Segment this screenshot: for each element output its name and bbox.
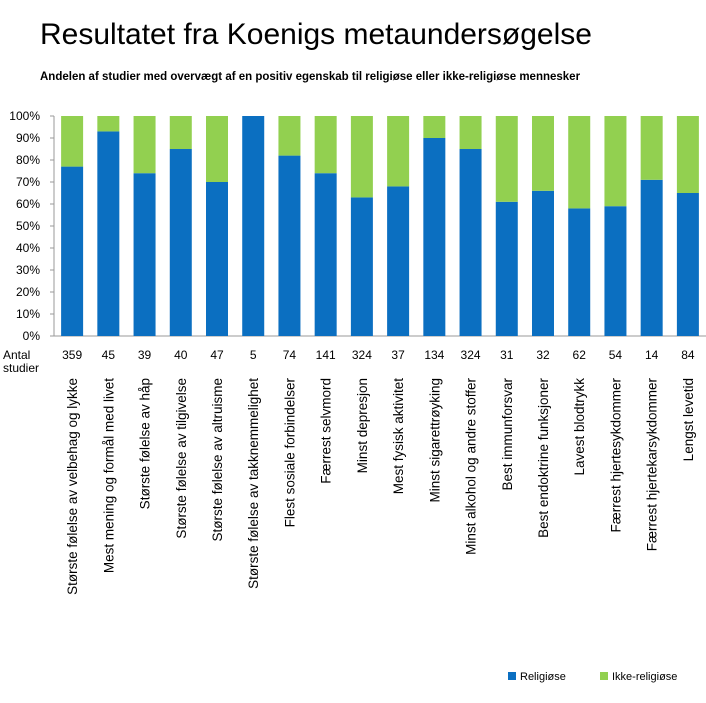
bar-segment [568, 116, 591, 209]
count-value: 32 [536, 348, 550, 362]
count-value: 74 [283, 348, 297, 362]
count-value: 324 [352, 348, 372, 362]
bar-segment [568, 208, 591, 336]
bar-segment [350, 116, 373, 198]
legend-swatch [508, 672, 516, 680]
bar-segment [242, 116, 265, 336]
x-tick-label: Best immunforsvar [500, 377, 515, 490]
bar-segment [387, 186, 410, 336]
x-tick-label: Største følelse av altruisme [210, 378, 225, 542]
bar-segment [61, 166, 84, 336]
y-tick-label: 0% [23, 329, 41, 343]
y-tick-label: 60% [16, 197, 40, 211]
legend-label: Religiøse [520, 671, 566, 683]
bar-segment [459, 116, 482, 149]
count-value: 62 [573, 348, 587, 362]
count-value: 359 [62, 348, 82, 362]
count-value: 84 [681, 348, 695, 362]
count-value: 141 [316, 348, 336, 362]
bar-segment [495, 201, 518, 336]
y-tick-label: 70% [16, 175, 40, 189]
chart-title: Resultatet fra Koenigs metaundersøgelse [40, 18, 592, 51]
x-tick-label: Minst sigarettrøyking [427, 378, 442, 503]
count-value: 47 [210, 348, 224, 362]
bar-segment [97, 116, 120, 132]
legend-swatch [600, 672, 608, 680]
y-tick-label: 80% [16, 153, 40, 167]
y-tick-label: 10% [16, 307, 40, 321]
x-tick-label: Lengst levetid [681, 378, 696, 461]
x-tick-label: Færrest selvmord [319, 378, 334, 484]
bar-segment [133, 173, 156, 336]
bar-segment [423, 116, 446, 138]
count-label: studier [3, 361, 39, 375]
bar-segment [387, 116, 410, 187]
bar-segment [61, 116, 84, 167]
x-tick-label: Færrest hjertekarsykdommer [645, 378, 660, 552]
y-tick-label: 100% [9, 109, 40, 123]
y-tick-label: 90% [16, 131, 40, 145]
bar-segment [133, 116, 156, 174]
x-tick-label: Mest mening og formål med livet [101, 378, 116, 573]
x-tick-label: Mest fysisk aktivitet [391, 378, 406, 495]
x-tick-label: Største følelse av takknemmelighet [246, 378, 261, 589]
bar-segment [314, 116, 337, 174]
count-value: 54 [609, 348, 623, 362]
bar-segment [206, 182, 228, 336]
bar-segment [169, 116, 192, 149]
bar-segment [206, 116, 228, 182]
count-value: 31 [500, 348, 514, 362]
bar-segment [604, 116, 627, 207]
chart-subtitle: Andelen af studier med overvægt af en po… [40, 71, 581, 83]
count-value: 45 [102, 348, 116, 362]
bar-segment [278, 155, 301, 336]
x-tick-label: Flest sosiale forbindelser [282, 378, 297, 528]
bar-segment [314, 173, 337, 336]
x-tick-label: Største følelse av tilgivelse [174, 378, 189, 539]
count-value: 39 [138, 348, 152, 362]
bar-segment [459, 149, 482, 336]
count-value: 37 [391, 348, 405, 362]
x-tick-label: Største følelse av velbehag og lykke [65, 378, 80, 595]
bar-segment [350, 197, 373, 336]
count-value: 134 [424, 348, 444, 362]
count-value: 5 [250, 348, 257, 362]
x-tick-label: Best endoktrine funksjoner [536, 378, 551, 538]
bar-segment [604, 206, 627, 336]
x-tick-label: Minst depresjon [355, 378, 370, 473]
legend-label: Ikke-religiøse [612, 671, 677, 683]
bar-segment [676, 193, 699, 336]
bar-segment [640, 179, 663, 336]
y-tick-label: 50% [16, 219, 40, 233]
y-tick-label: 20% [16, 285, 40, 299]
x-tick-label: Minst alkohol og andre stoffer [464, 378, 479, 555]
count-label: Antal [3, 348, 30, 362]
bar-segment [495, 116, 518, 202]
bar-segment [278, 116, 301, 156]
x-tick-label: Lavest blodtrykk [572, 378, 587, 476]
bar-segment [532, 116, 554, 191]
count-value: 14 [645, 348, 659, 362]
count-value: 324 [461, 348, 481, 362]
y-tick-label: 30% [16, 263, 40, 277]
bar-segment [423, 138, 446, 336]
bar-segment [640, 116, 663, 180]
bar-segment [97, 131, 120, 336]
count-value: 40 [174, 348, 188, 362]
bar-segment [169, 149, 192, 336]
bar-segment [676, 116, 699, 193]
y-tick-label: 40% [16, 241, 40, 255]
x-tick-label: Største følelse av håp [138, 378, 153, 509]
x-tick-label: Færrest hjertesykdommer [608, 378, 623, 533]
bar-segment [532, 190, 554, 336]
